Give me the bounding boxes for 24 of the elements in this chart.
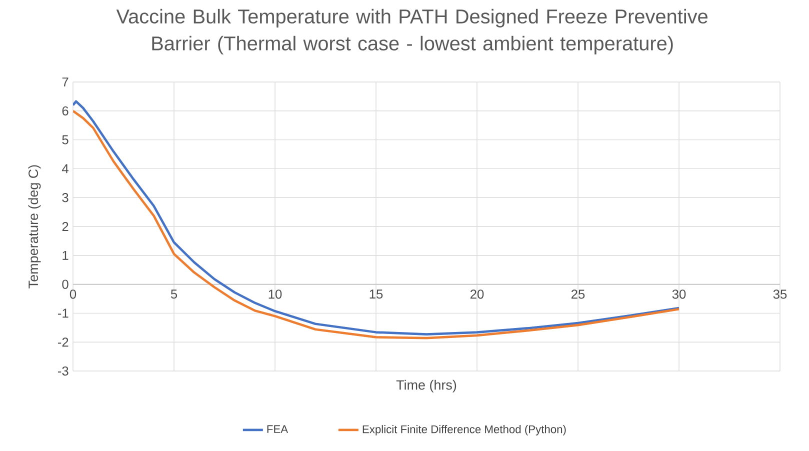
- y-tick-label: 6: [62, 106, 68, 116]
- chart-title: Vaccine Bulk Temperature with PATH Designed Freeze Preventive Barrier (Thermal worst case - lowest ambient temperature): [116, 8, 708, 54]
- y-tick-label: 1: [62, 250, 68, 260]
- legend-label: Explicit Finite Difference Method (Python): [362, 425, 566, 436]
- y-tick-label: 5: [62, 135, 68, 144]
- x-tick-label: 35: [773, 290, 787, 299]
- x-tick-label: 5: [170, 290, 178, 299]
- x-axis-title: Time (hrs): [396, 380, 456, 392]
- x-tick-label: 10: [268, 290, 282, 299]
- x-tick-label: 30: [672, 290, 686, 299]
- y-tick-label: -2: [58, 338, 68, 347]
- y-tick-label: -1: [58, 308, 68, 318]
- y-axis-title: Temperature (deg C): [28, 165, 41, 288]
- y-tick-label: 0: [62, 280, 68, 289]
- y-tick-label: 2: [62, 222, 68, 231]
- legend-label: FEA: [267, 425, 288, 433]
- y-tick-label: 4: [62, 164, 68, 174]
- x-tick-label: 15: [370, 290, 383, 299]
- y-tick-label: 3: [62, 193, 68, 202]
- x-tick-label: 0: [70, 290, 76, 299]
- y-tick-label: -3: [58, 366, 68, 376]
- x-tick-label: 25: [571, 290, 585, 299]
- x-tick-label: 20: [470, 290, 484, 299]
- y-tick-label: 7: [62, 78, 68, 86]
